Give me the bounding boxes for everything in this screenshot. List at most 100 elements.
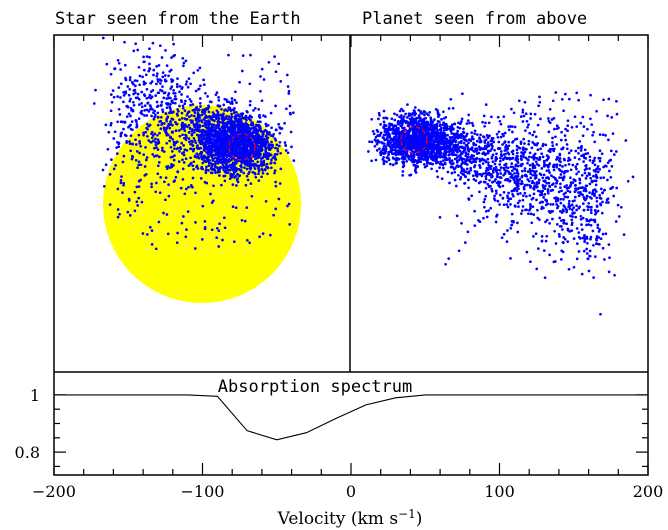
particle-dot (285, 73, 289, 77)
particle-dot (136, 204, 140, 207)
particle-dot (210, 123, 214, 126)
particle-dot (529, 117, 532, 120)
particle-dot (220, 107, 223, 111)
particle-dot (392, 141, 396, 145)
particle-dot (204, 120, 208, 123)
particle-dot (131, 100, 135, 104)
particle-dot (414, 112, 418, 115)
particle-dot (478, 166, 482, 169)
particle-dot (392, 125, 395, 129)
particle-dot (449, 165, 453, 169)
particle-dot (521, 108, 525, 112)
particle-dot (144, 146, 147, 149)
particle-dot (468, 158, 472, 161)
particle-dot (442, 129, 446, 132)
particle-dot (215, 91, 219, 94)
particle-dot (253, 134, 257, 138)
particle-dot (401, 157, 405, 160)
particle-dot (530, 146, 534, 150)
particle-dot (417, 139, 421, 143)
particle-dot (465, 122, 469, 125)
particle-dot (215, 132, 219, 136)
particle-dot (190, 143, 194, 146)
particle-dot (145, 114, 149, 117)
particle-dot (117, 61, 121, 65)
particle-dot (196, 167, 200, 170)
particle-dot (575, 227, 579, 230)
particle-dot (478, 220, 482, 224)
particle-dot (210, 228, 214, 232)
particle-dot (134, 158, 138, 162)
particle-dot (442, 121, 445, 124)
particle-dot (463, 138, 467, 142)
particle-dot (556, 206, 559, 210)
particle-dot (397, 140, 400, 144)
particle-dot (496, 115, 500, 119)
particle-dot (215, 236, 219, 240)
particle-dot (241, 151, 245, 154)
particle-dot (134, 84, 137, 88)
particle-dot (123, 63, 127, 67)
particle-dot (544, 143, 548, 147)
particle-dot (191, 140, 194, 144)
particle-dot (434, 161, 438, 165)
particle-dot (218, 146, 222, 150)
particle-dot (521, 205, 525, 208)
particle-dot (450, 132, 454, 135)
particle-dot (446, 170, 450, 174)
particle-dot (387, 132, 391, 135)
particle-dot (200, 157, 204, 161)
particle-dot (401, 117, 405, 121)
particle-dot (561, 165, 564, 168)
particle-dot (227, 160, 231, 163)
particle-dot (220, 183, 223, 187)
particle-dot (426, 147, 430, 151)
particle-dot (286, 204, 289, 208)
particle-dot (187, 137, 191, 140)
particle-dot (381, 136, 385, 139)
particle-dot (185, 113, 189, 117)
particle-dot (150, 114, 153, 118)
particle-dot (246, 178, 250, 182)
particle-dot (585, 167, 588, 171)
particle-dot (522, 186, 526, 189)
particle-dot (415, 161, 419, 165)
particle-dot (231, 205, 235, 209)
particle-dot (567, 151, 571, 155)
particle-dot (173, 97, 177, 101)
particle-dot (274, 207, 278, 211)
particle-dot (236, 146, 239, 150)
particle-dot (118, 212, 121, 216)
particle-dot (484, 147, 488, 151)
particle-dot (236, 177, 239, 181)
particle-dot (237, 144, 240, 147)
particle-dot (142, 133, 145, 137)
particle-dot (439, 151, 443, 155)
particle-dot (519, 142, 523, 145)
particle-dot (414, 171, 418, 174)
particle-dot (169, 87, 173, 90)
particle-dot (593, 140, 597, 144)
particle-dot (552, 149, 556, 153)
particle-dot (218, 117, 221, 120)
particle-dot (581, 134, 585, 138)
particle-dot (386, 128, 390, 131)
particle-dot (596, 170, 600, 174)
particle-dot (456, 136, 460, 140)
particle-dot (224, 170, 227, 174)
particle-dot (166, 167, 169, 171)
particle-dot (451, 128, 455, 131)
particle-dot (228, 163, 232, 167)
particle-dot (412, 155, 416, 158)
particle-dot (230, 138, 234, 141)
particle-dot (191, 164, 195, 168)
particle-dot (163, 180, 166, 184)
particle-dot (591, 159, 595, 163)
particle-dot (220, 142, 224, 146)
particle-dot (239, 169, 243, 172)
particle-dot (453, 157, 457, 161)
particle-dot (515, 154, 519, 158)
particle-dot (200, 138, 204, 142)
particle-dot (510, 169, 514, 173)
particle-dot (234, 162, 238, 165)
